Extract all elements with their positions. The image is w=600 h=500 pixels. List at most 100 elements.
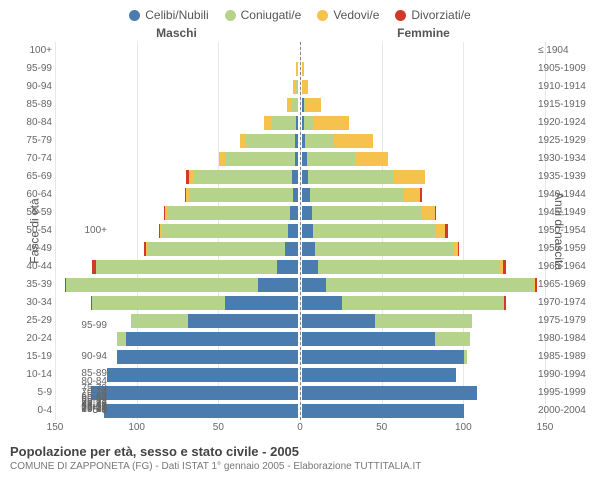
seg-s xyxy=(302,314,375,328)
side-headers: Maschi Femmine xyxy=(0,26,600,42)
seg-w xyxy=(393,170,425,184)
year-label: 1910-1914 xyxy=(538,81,586,92)
seg-w xyxy=(334,134,373,148)
seg-c xyxy=(194,170,291,184)
age-label: 35-39 xyxy=(18,279,52,290)
age-row xyxy=(55,78,545,96)
male-bar xyxy=(55,116,298,130)
female-bar xyxy=(302,314,545,328)
legend-item: Celibi/Nubili xyxy=(129,8,208,22)
female-bar xyxy=(302,152,545,166)
female-bar xyxy=(302,188,545,202)
seg-s xyxy=(302,224,313,238)
seg-w xyxy=(264,116,272,130)
male-bar xyxy=(55,242,298,256)
year-label: 2000-2004 xyxy=(538,405,586,416)
female-bar xyxy=(302,350,545,364)
age-row xyxy=(55,132,545,150)
female-bar xyxy=(302,80,545,94)
age-label: 90-94 xyxy=(73,351,107,362)
year-label: 1975-1979 xyxy=(538,315,586,326)
female-bar xyxy=(302,224,545,238)
female-bar xyxy=(302,62,545,76)
age-label: 50-54 xyxy=(18,225,52,236)
female-bar xyxy=(302,206,545,220)
female-bar xyxy=(302,332,545,346)
legend: Celibi/Nubili Coniugati/e Vedovi/e Divorzia… xyxy=(0,0,600,26)
age-row xyxy=(55,114,545,132)
chart-subtitle: COMUNE DI ZAPPONETA (FG) - Dati ISTAT 1°… xyxy=(10,461,590,472)
seg-w xyxy=(436,224,444,238)
population-pyramid: Celibi/Nubili Coniugati/e Vedovi/e Divorzia… xyxy=(0,0,600,500)
seg-s xyxy=(302,368,456,382)
age-label: 75-79 xyxy=(18,135,52,146)
age-row xyxy=(55,366,545,384)
age-row xyxy=(55,150,545,168)
legend-label: Celibi/Nubili xyxy=(145,8,208,22)
age-row xyxy=(55,204,545,222)
seg-d xyxy=(420,188,422,202)
seg-c xyxy=(304,116,314,130)
female-bar xyxy=(302,44,545,58)
year-label: 1950-1954 xyxy=(538,225,586,236)
male-bar xyxy=(55,152,298,166)
seg-c xyxy=(147,242,285,256)
seg-c xyxy=(307,152,356,166)
age-row xyxy=(55,312,545,330)
seg-w xyxy=(422,206,435,220)
x-tick: 100 xyxy=(455,422,472,433)
seg-d xyxy=(435,206,437,220)
year-label: ≤ 1904 xyxy=(538,45,586,56)
age-row xyxy=(55,240,545,258)
year-label: 1970-1974 xyxy=(538,297,586,308)
seg-s xyxy=(91,386,298,400)
seg-s xyxy=(107,368,298,382)
age-row xyxy=(55,384,545,402)
age-row xyxy=(55,258,545,276)
seg-d xyxy=(458,242,460,256)
seg-s xyxy=(225,296,298,310)
male-bar xyxy=(55,296,298,310)
female-bar xyxy=(302,134,545,148)
rows: 100+95-9990-9485-8980-8475-7970-7465-696… xyxy=(55,42,545,420)
age-label: 65-69 xyxy=(18,171,52,182)
female-bar xyxy=(302,386,545,400)
year-label: 1945-1949 xyxy=(538,207,586,218)
year-label: 1955-1959 xyxy=(538,243,586,254)
seg-c xyxy=(464,350,467,364)
age-label: 5-9 xyxy=(18,387,52,398)
year-label: 1905-1909 xyxy=(538,63,586,74)
seg-s xyxy=(302,206,312,220)
seg-w xyxy=(313,116,349,130)
seg-c xyxy=(315,242,453,256)
seg-c xyxy=(66,278,257,292)
age-label: 70-74 xyxy=(18,153,52,164)
female-bar xyxy=(302,170,545,184)
legend-item: Vedovi/e xyxy=(317,8,379,22)
female-header: Femmine xyxy=(302,26,545,40)
age-label: 95-99 xyxy=(73,320,107,331)
x-tick: 150 xyxy=(47,422,64,433)
male-bar xyxy=(55,206,298,220)
year-label: 1990-1994 xyxy=(538,369,586,380)
female-bar xyxy=(302,98,545,112)
age-label: 100+ xyxy=(18,45,52,56)
year-label: 1920-1924 xyxy=(538,117,586,128)
female-bar xyxy=(302,368,545,382)
seg-w xyxy=(404,188,420,202)
year-label: 1915-1919 xyxy=(538,99,586,110)
female-bar xyxy=(302,296,545,310)
female-bar xyxy=(302,404,545,418)
seg-s xyxy=(302,350,464,364)
seg-d xyxy=(445,224,448,238)
age-label: 10-14 xyxy=(18,369,52,380)
year-label: 1995-1999 xyxy=(538,387,586,398)
age-label: 100+ xyxy=(73,225,107,236)
seg-c xyxy=(96,260,277,274)
legend-label: Divorziati/e xyxy=(411,8,470,22)
legend-label: Coniugati/e xyxy=(241,8,302,22)
legend-swatch xyxy=(395,10,406,21)
seg-w xyxy=(302,62,304,76)
age-label: 40-44 xyxy=(18,261,52,272)
age-row xyxy=(55,60,545,78)
